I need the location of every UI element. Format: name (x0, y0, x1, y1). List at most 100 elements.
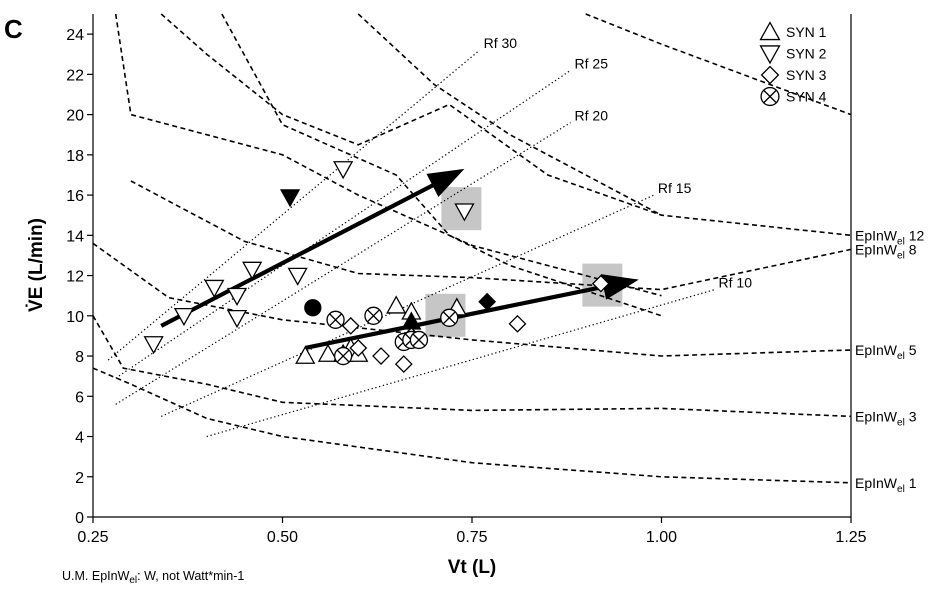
legend-label: SYN 2 (786, 46, 827, 62)
data-point (364, 306, 383, 325)
data-point (394, 355, 413, 374)
iso-work-curve (92, 315, 852, 418)
rf-line (160, 194, 655, 417)
data-point (591, 274, 610, 293)
y-tick-label: 6 (75, 389, 84, 406)
y-tick-label: 18 (66, 148, 84, 165)
iso-work-curve (160, 13, 852, 237)
legend: SYN 1 SYN 2 SYN 3 SYN 4 (759, 21, 827, 107)
rf-label: Rf 20 (575, 108, 609, 124)
data-point (226, 287, 248, 307)
data-points (143, 161, 610, 374)
data-point (454, 203, 475, 222)
iso-work-curve (221, 13, 662, 317)
y-tick-label: 0 (75, 510, 84, 527)
rf-label: Rf 15 (658, 180, 692, 196)
trend-arrows (160, 168, 639, 351)
iso-work-curve (92, 367, 852, 484)
legend-marker (760, 65, 780, 85)
iso-work-label-prefix: EpInW (855, 342, 898, 358)
circle-x-stroke (763, 89, 777, 104)
data-point (242, 261, 263, 280)
axis-ticks: 0.25 0.50 0.75 1.00 1.2502468101214161820222… (66, 27, 866, 546)
footnote-prefix: U.M. EpInW (62, 569, 130, 583)
iso-work-curves (92, 13, 852, 484)
x-axis-title: Vt (L) (448, 557, 497, 578)
circle-x-stroke (329, 313, 342, 327)
circle-x-stroke (367, 309, 380, 323)
data-point (341, 316, 360, 335)
iso-work-curve (92, 242, 852, 357)
rf-line (115, 69, 571, 379)
data-point (326, 310, 345, 329)
y-tick-label: 14 (66, 228, 84, 245)
x-tick-label: 1.25 (835, 529, 866, 546)
footnote: U.M. EpInWel: W, not Watt*min-1 (62, 569, 244, 586)
trend-arrow-head (426, 168, 465, 197)
iso-work-label-prefix: EpInW (855, 408, 898, 424)
data-point (173, 307, 195, 327)
data-point (295, 345, 316, 364)
rf-lines (107, 49, 715, 438)
data-point (333, 161, 354, 180)
legend-marker (759, 45, 781, 65)
iso-work-label: EpInWel 12 (855, 227, 924, 247)
rf-line (115, 122, 571, 405)
rf-label: Rf 25 (575, 55, 609, 71)
iso-work-label-suffix: 12 (905, 227, 925, 243)
data-point (409, 330, 429, 350)
data-point (508, 314, 527, 333)
rf-label: Rf 10 (719, 275, 753, 291)
axes (92, 14, 852, 518)
data-point (372, 347, 390, 365)
legend-marker (760, 86, 780, 107)
circle-x-stroke (442, 311, 456, 325)
iso-work-label-suffix: 5 (905, 342, 917, 358)
trend-arrow-head (600, 274, 639, 300)
iso-work-label-sub: el (897, 484, 905, 495)
iso-work-label-suffix: 3 (905, 408, 917, 424)
iso-work-label-suffix: 1 (905, 475, 917, 491)
data-point (440, 308, 459, 327)
trend-arrow-shaft (160, 182, 436, 328)
rf-line (107, 49, 480, 361)
legend-label: SYN 3 (786, 67, 827, 83)
iso-work-curve (585, 13, 852, 116)
panel-letter: C (4, 14, 23, 44)
data-point (143, 336, 164, 355)
y-tick-label: 24 (66, 27, 84, 44)
rf-label: Rf 30 (484, 35, 518, 51)
x-tick-label: 1.00 (646, 529, 677, 546)
iso-work-label-prefix: EpInW (855, 227, 898, 243)
legend-label: SYN 1 (786, 24, 827, 40)
y-tick-label: 20 (66, 108, 84, 125)
x-tick-label: 0.25 (77, 529, 108, 546)
data-point (317, 343, 339, 362)
y-tick-label: 10 (66, 309, 84, 326)
y-tick-label: 22 (66, 67, 84, 84)
iso-work-label: EpInWel 3 (855, 408, 917, 428)
y-tick-label: 12 (66, 269, 84, 286)
footnote-suffix: : W, not Watt*min-1 (137, 569, 244, 583)
iso-work-label: EpInWel 8 (855, 241, 917, 261)
y-tick-label: 8 (75, 349, 84, 366)
data-point (304, 299, 322, 317)
y-tick-label: 4 (75, 430, 84, 447)
iso-work-label-prefix: EpInW (855, 241, 898, 257)
iso-work-label-sub: el (897, 250, 905, 261)
circle-x-stroke (336, 349, 350, 363)
footnote-sub: el (129, 575, 137, 586)
data-point (226, 309, 248, 329)
circle-x-stroke (412, 333, 426, 347)
iso-work-label-sub: el (897, 417, 905, 428)
data-point (204, 279, 225, 298)
data-point (478, 292, 497, 311)
y-tick-label: 16 (66, 188, 84, 205)
data-point (287, 267, 308, 286)
x-tick-label: 0.50 (267, 529, 298, 546)
iso-work-label-suffix: 8 (905, 241, 917, 257)
iso-work-curve (114, 13, 662, 297)
y-axis-title: V̇E (L/min) (25, 218, 47, 312)
